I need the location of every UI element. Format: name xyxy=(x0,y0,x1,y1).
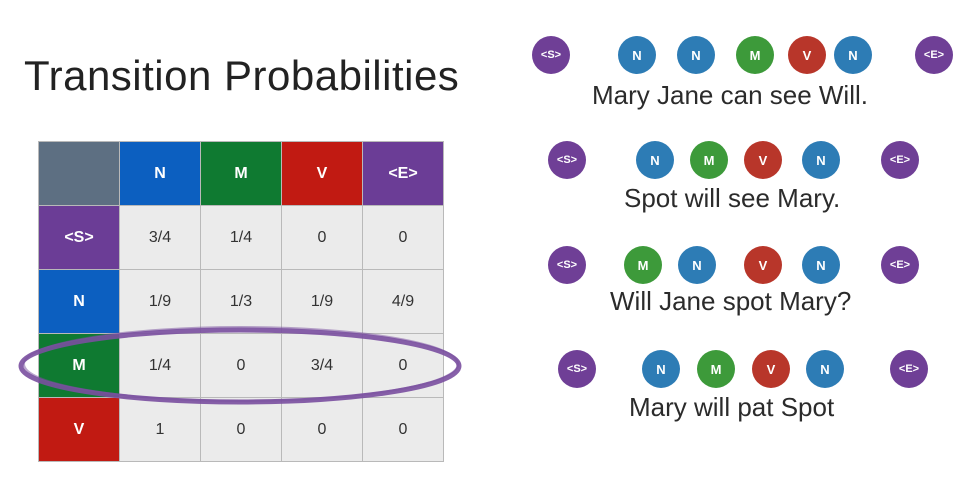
end-tag-icon: <E> xyxy=(890,350,928,388)
noun-tag-icon: N xyxy=(678,246,716,284)
start-tag-icon: <S> xyxy=(558,350,596,388)
table-row: N 1/9 1/3 1/9 4/9 xyxy=(38,269,444,334)
table-row: V 1 0 0 0 xyxy=(38,397,444,462)
noun-tag-icon: N xyxy=(834,36,872,74)
column-header-end: <E> xyxy=(362,141,444,206)
table-cell: 1/9 xyxy=(281,269,363,334)
table-cell: 1/3 xyxy=(200,269,282,334)
end-tag-icon: <E> xyxy=(881,246,919,284)
table-cell: 1/4 xyxy=(200,205,282,270)
verb-tag-icon: V xyxy=(744,246,782,284)
table-cell: 1/9 xyxy=(119,269,201,334)
noun-tag-icon: N xyxy=(802,246,840,284)
table-cell: 0 xyxy=(200,397,282,462)
start-tag-icon: <S> xyxy=(532,36,570,74)
noun-tag-icon: N xyxy=(636,141,674,179)
modal-tag-icon: M xyxy=(624,246,662,284)
table-cell: 1 xyxy=(119,397,201,462)
noun-tag-icon: N xyxy=(677,36,715,74)
table-cell: 0 xyxy=(362,205,444,270)
tagged-sentence: <S> N N M V N <E> Mary Jane can see Will… xyxy=(0,36,963,116)
tagged-sentence: <S> N M V N <E> Mary will pat Spot xyxy=(0,350,963,430)
sentence-text: Spot will see Mary. xyxy=(624,183,841,213)
row-header-n: N xyxy=(38,269,120,334)
sentence-text: Will Jane spot Mary? xyxy=(610,286,852,316)
start-tag-icon: <S> xyxy=(548,246,586,284)
table-cell: 0 xyxy=(362,397,444,462)
modal-tag-icon: M xyxy=(736,36,774,74)
tagged-sentence: <S> M N V N <E> Will Jane spot Mary? xyxy=(0,246,963,326)
tagged-sentence: <S> N M V N <E> Spot will see Mary. xyxy=(0,141,963,221)
end-tag-icon: <E> xyxy=(915,36,953,74)
table-cell: 0 xyxy=(281,397,363,462)
modal-tag-icon: M xyxy=(697,350,735,388)
slide-title: Transition Probabilities xyxy=(24,52,460,99)
noun-tag-icon: N xyxy=(802,141,840,179)
row-header-start: <S> xyxy=(38,205,120,270)
noun-tag-icon: N xyxy=(642,350,680,388)
table-cell: 4/9 xyxy=(362,269,444,334)
table-cell: 3/4 xyxy=(119,205,201,270)
verb-tag-icon: V xyxy=(744,141,782,179)
sentence-text: Mary Jane can see Will. xyxy=(592,80,868,110)
start-tag-icon: <S> xyxy=(548,141,586,179)
end-tag-icon: <E> xyxy=(881,141,919,179)
table-corner xyxy=(38,141,120,206)
noun-tag-icon: N xyxy=(806,350,844,388)
noun-tag-icon: N xyxy=(618,36,656,74)
verb-tag-icon: V xyxy=(752,350,790,388)
sentence-text: Mary will pat Spot xyxy=(629,392,835,422)
modal-tag-icon: M xyxy=(690,141,728,179)
table-header-row: N M V <E> xyxy=(38,141,444,206)
verb-tag-icon: V xyxy=(788,36,826,74)
